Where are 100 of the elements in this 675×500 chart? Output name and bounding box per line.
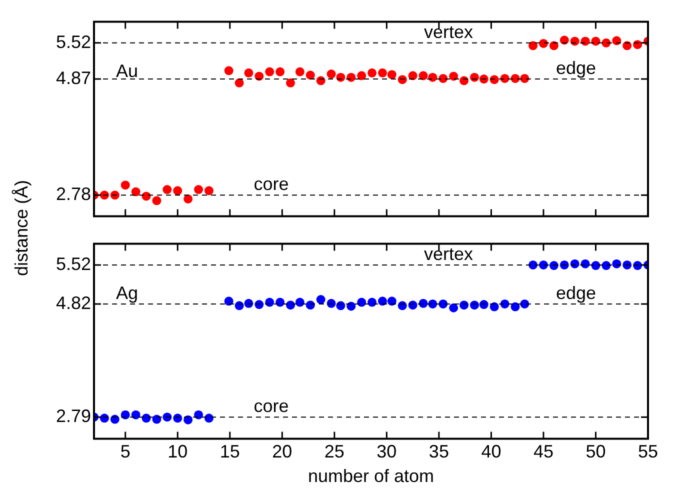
point: [110, 190, 120, 200]
annotation: Au: [116, 60, 138, 81]
point: [368, 298, 377, 307]
x-tick-label: 30: [376, 442, 397, 462]
point: [612, 259, 622, 268]
point: [428, 72, 438, 82]
point: [306, 300, 315, 310]
point: [520, 74, 530, 83]
point: [438, 299, 448, 308]
point: [510, 302, 520, 312]
point: [500, 299, 510, 308]
point: [295, 298, 304, 307]
point: [479, 300, 488, 310]
point: [276, 298, 285, 307]
annotation: Ag: [116, 282, 138, 303]
point: [418, 298, 428, 308]
point: [357, 298, 366, 307]
point: [120, 410, 130, 420]
point: [500, 74, 510, 83]
point: [528, 260, 538, 270]
x-tick-label: 55: [638, 442, 658, 462]
point: [479, 74, 488, 84]
y-tick-label: 4.87: [56, 68, 91, 88]
point: [470, 72, 479, 82]
point: [408, 300, 418, 310]
point: [346, 302, 356, 311]
point: [387, 296, 396, 306]
y-tick-label: 4.82: [56, 292, 91, 313]
point: [173, 414, 182, 423]
point: [449, 72, 458, 81]
point: [460, 300, 469, 310]
point: [580, 36, 590, 46]
point: [194, 185, 204, 194]
point: [120, 180, 130, 190]
point: [408, 71, 418, 80]
point: [449, 303, 458, 312]
point: [204, 414, 214, 423]
point: [602, 261, 611, 270]
point: [224, 296, 234, 306]
point: [131, 187, 140, 196]
point: [398, 75, 407, 84]
point: [234, 78, 244, 88]
y-tick-label: 5.52: [56, 254, 91, 274]
ref-line-label: core: [254, 174, 289, 194]
point: [549, 261, 558, 270]
point: [326, 70, 336, 79]
point: [244, 68, 254, 78]
y-tick-label: 2.78: [56, 184, 91, 204]
ref-line-label: edge: [556, 58, 596, 78]
x-tick-label: 50: [586, 442, 606, 462]
point: [295, 67, 304, 76]
point: [418, 71, 428, 80]
x-tick-label: 35: [428, 442, 449, 462]
x-tick-label: 5: [120, 442, 130, 462]
point: [490, 75, 499, 84]
point: [470, 300, 479, 310]
point: [346, 72, 356, 82]
x-tick-label: 10: [168, 442, 188, 462]
point: [528, 41, 538, 50]
point: [152, 414, 162, 424]
point: [173, 186, 182, 196]
ref-line-label: core: [254, 396, 289, 416]
ref-line-label: vertex: [424, 244, 474, 264]
point: [224, 66, 234, 76]
point: [570, 259, 580, 268]
point: [265, 67, 274, 76]
point: [286, 300, 296, 310]
point: [580, 259, 590, 268]
point: [244, 298, 254, 308]
point: [162, 185, 172, 194]
x-tick-label: 40: [481, 442, 502, 462]
point: [378, 68, 387, 78]
point: [490, 302, 499, 312]
point: [387, 70, 396, 80]
x-tick-label: 25: [324, 442, 344, 462]
point: [276, 67, 285, 76]
x-tick-label: 45: [533, 442, 554, 462]
y-axis-title: distance (Å): [12, 180, 32, 276]
point: [336, 72, 346, 82]
point: [254, 300, 264, 310]
point: [378, 296, 387, 306]
point: [622, 41, 632, 50]
point: [460, 76, 469, 86]
point: [131, 410, 140, 420]
point: [234, 301, 244, 310]
point: [612, 36, 622, 46]
point: [194, 410, 204, 420]
point: [142, 414, 151, 423]
point: [538, 38, 548, 48]
point: [162, 412, 172, 422]
point: [560, 36, 569, 45]
point: [591, 36, 600, 46]
y-tick-label: 2.79: [56, 406, 91, 426]
point: [316, 295, 326, 304]
point: [428, 299, 438, 308]
x-axis-title: number of atom: [308, 466, 434, 486]
point: [204, 186, 214, 196]
point: [306, 70, 315, 80]
point: [538, 260, 548, 270]
x-tick-label: 15: [220, 442, 240, 462]
